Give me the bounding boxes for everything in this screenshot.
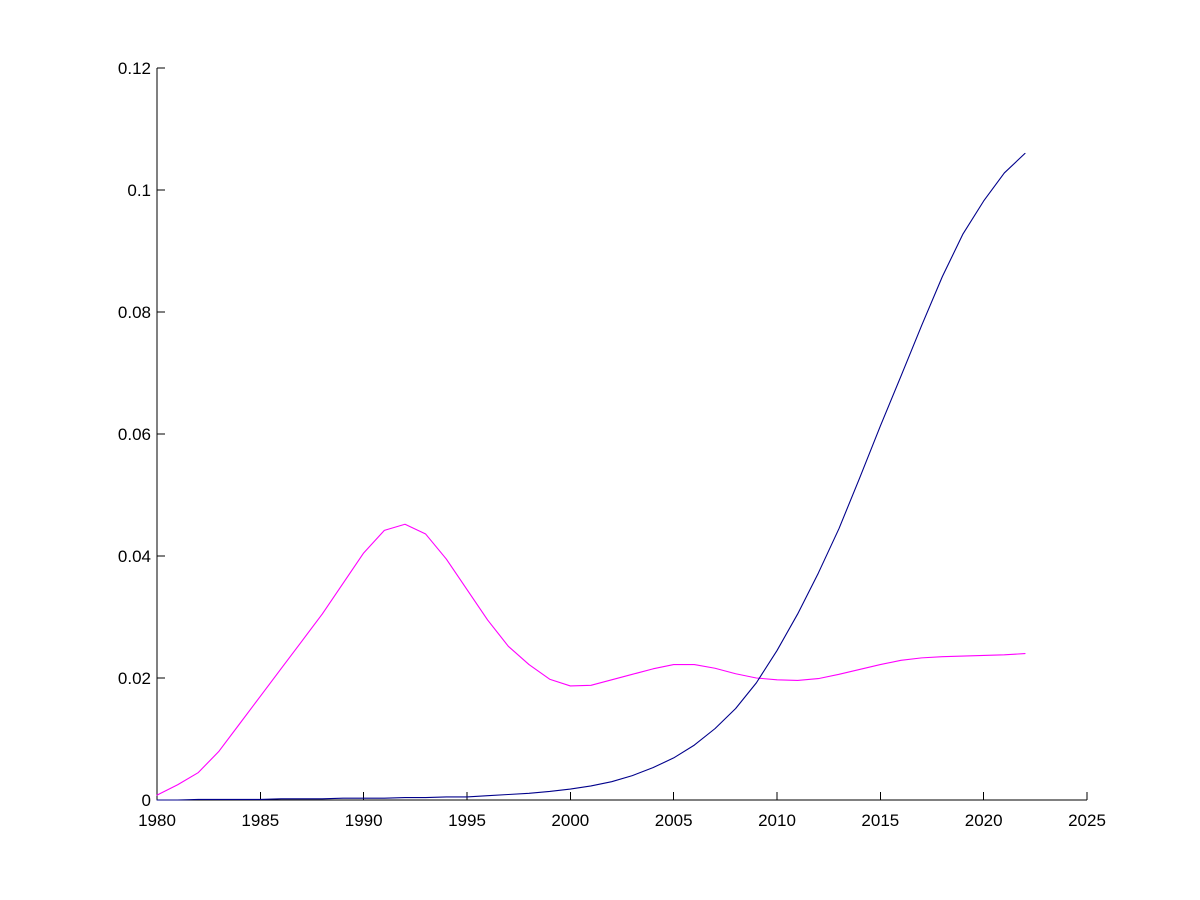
x-tick-label: 1995 — [448, 811, 486, 830]
x-tick-label: 2005 — [655, 811, 693, 830]
x-tick-label: 2000 — [551, 811, 589, 830]
blue-series-line — [156, 152, 1026, 801]
x-tick-label: 1980 — [138, 811, 176, 830]
x-tick-label: 2015 — [861, 811, 899, 830]
y-tick-label: 0.08 — [118, 303, 151, 322]
series-group — [156, 152, 1026, 801]
y-tick-label: 0.1 — [127, 181, 151, 200]
x-tick-label: 1990 — [345, 811, 383, 830]
x-ticks: 1980 1985 1990 1995 2000 2005 2010 2015 2020 2025 — [138, 792, 1106, 830]
y-tick-label: 0 — [142, 791, 151, 810]
y-tick-label: 0.04 — [118, 547, 151, 566]
y-tick-label: 0.12 — [118, 59, 151, 78]
y-tick-label: 0.02 — [118, 669, 151, 688]
y-ticks: 0 0.02 0.04 0.06 0.08 0.1 0.12 — [118, 59, 165, 810]
axes — [156, 68, 1087, 801]
x-tick-label: 2025 — [1068, 811, 1106, 830]
x-tick-label: 2010 — [758, 811, 796, 830]
magenta-series-line — [156, 523, 1026, 796]
y-tick-label: 0.06 — [118, 425, 151, 444]
x-tick-label: 1985 — [241, 811, 279, 830]
x-tick-label: 2020 — [965, 811, 1003, 830]
